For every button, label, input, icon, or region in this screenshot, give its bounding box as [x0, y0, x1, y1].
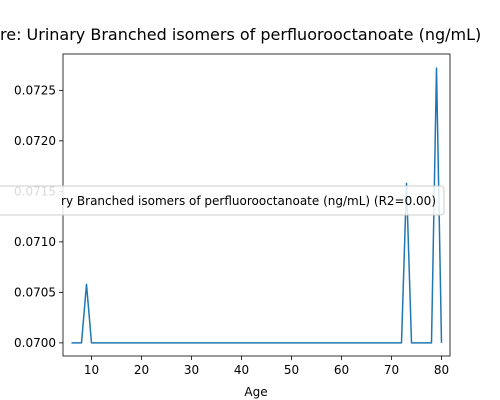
y-tick-label: 0.0720 — [14, 134, 56, 148]
x-tick-label: 10 — [84, 363, 99, 377]
y-tick-label: 0.0705 — [14, 285, 56, 299]
legend-box — [0, 185, 445, 216]
x-axis-label: Age — [244, 385, 267, 399]
series-line-0 — [71, 67, 443, 344]
y-tick-label: 0.0700 — [14, 336, 56, 350]
x-tick-label: 30 — [184, 363, 199, 377]
x-tick-label: 20 — [134, 363, 149, 377]
legend: ry Branched isomers of perfluorooctanoat… — [0, 185, 445, 216]
legend-entry: ry Branched isomers of perfluorooctanoat… — [61, 194, 436, 208]
x-tick-label: 80 — [434, 363, 449, 377]
x-tick-label: 40 — [234, 363, 249, 377]
x-axis: 10 20 30 40 50 60 70 80 — [84, 356, 449, 377]
chart-title: re: Urinary Branched isomers of perfluor… — [0, 25, 481, 44]
x-tick-label: 50 — [284, 363, 299, 377]
x-tick-label: 60 — [334, 363, 349, 377]
x-tick-label: 70 — [384, 363, 399, 377]
y-tick-label: 0.0725 — [14, 83, 56, 97]
y-tick-label: 0.0710 — [14, 235, 56, 249]
